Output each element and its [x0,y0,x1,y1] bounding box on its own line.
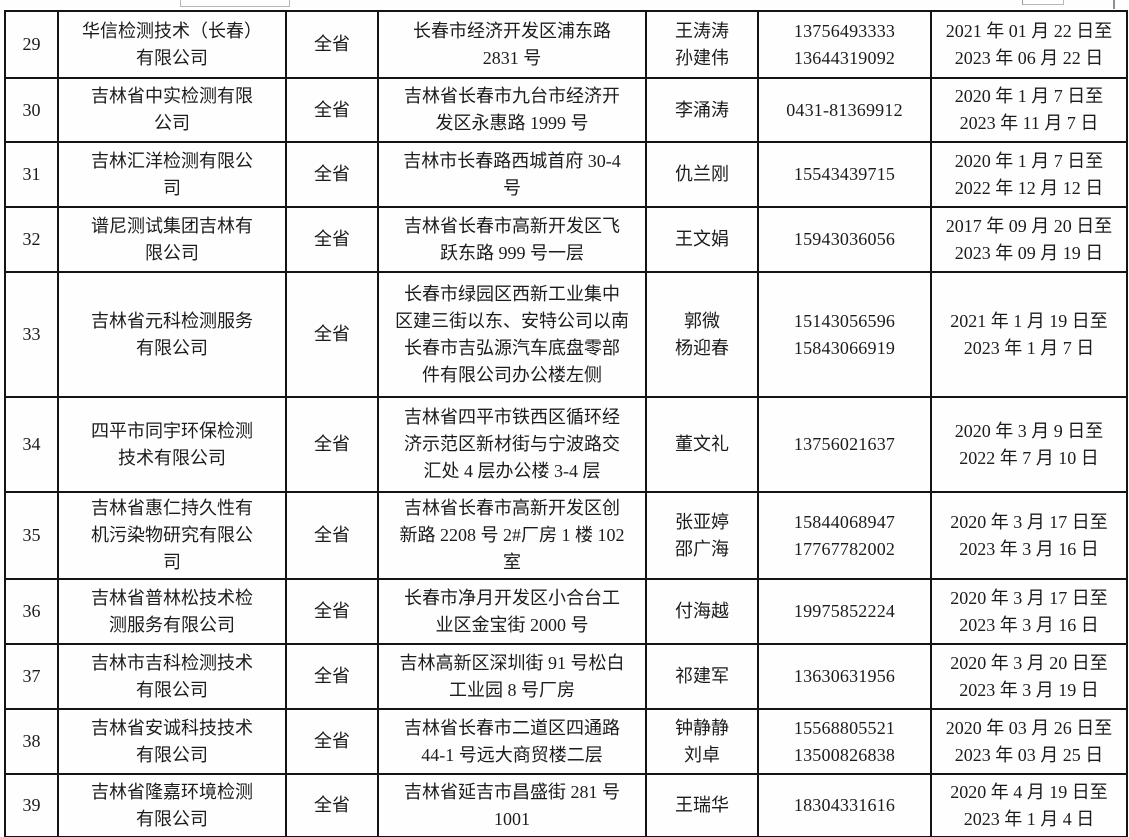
contact-person-cell: 付海越 [645,578,759,645]
phone-number-cell: 15844068947 17767782002 [757,491,932,580]
phone-number-cell: 13630631956 [757,643,932,710]
region-cell: 全省 [285,396,379,493]
address-cell: 吉林省延吉市昌盛街 281 号 1001 [377,773,647,837]
region-cell: 全省 [285,578,379,645]
validity-period-cell: 2020 年 4 月 19 日至 2023 年 1 月 4 日 [930,773,1128,837]
table-row: 36 吉林省普林松技术检 测服务有限公司 全省 长春市净月开发区小合台工 业区金宝街 20… [4,578,1128,645]
validity-period-cell: 2017 年 09 月 20 日至 2023 年 09 月 19 日 [930,206,1128,273]
table-row: 32 谱尼测试集团吉林有 限公司 全省 吉林省长春市高新开发区飞 跃东路 999 号一层王… [4,206,1128,273]
contact-person-cell: 钟静静 刘卓 [645,708,759,775]
address-cell: 吉林省长春市二道区四通路 44-1 号远大商贸楼二层 [377,708,647,775]
validity-period-cell: 2021 年 01 月 22 日至 2023 年 06 月 22 日 [930,10,1128,79]
company-name-cell: 华信检测技术（长春） 有限公司 [57,10,287,79]
contact-person-cell: 王涛涛 孙建伟 [645,10,759,79]
address-cell: 吉林高新区深圳街 91 号松白 工业园 8 号厂房 [377,643,647,710]
region-cell: 全省 [285,708,379,775]
address-cell: 吉林省四平市铁西区循环经 济示范区新材街与宁波路交 汇处 4 层办公楼 3-4 层 [377,396,647,493]
validity-period-cell: 2020 年 3 月 17 日至 2023 年 3 月 16 日 [930,578,1128,645]
phone-number-cell: 18304331616 [757,773,932,837]
table-row: 35 吉林省惠仁持久性有 机污染物研究有限公司全省 吉林省长春市高新开发区创 新路 22… [4,491,1128,580]
table-row: 31 吉林汇洋检测有限公司全省 吉林市长春路西城首府 30-4 号仇兰刚 1554343… [4,141,1128,208]
contact-person-cell: 郭微 杨迎春 [645,271,759,398]
table-row: 29 华信检测技术（长春） 有限公司 全省 长春市经济开发区浦东路 2831 号王涛涛 孙建… [4,10,1128,79]
row-number-cell: 34 [4,396,59,493]
phone-number-cell: 15143056596 15843066919 [757,271,932,398]
page-artifact-top-stub [1113,0,1115,9]
company-name-cell: 吉林省安诚科技技术 有限公司 [57,708,287,775]
validity-period-cell: 2020 年 1 月 7 日至 2022 年 12 月 12 日 [930,141,1128,208]
company-name-cell: 吉林省隆嘉环境检测 有限公司 [57,773,287,837]
validity-period-cell: 2020 年 3 月 20 日至 2023 年 3 月 19 日 [930,643,1128,710]
company-name-cell: 四平市同宇环保检测 技术有限公司 [57,396,287,493]
region-cell: 全省 [285,10,379,79]
region-cell: 全省 [285,206,379,273]
table-row: 38 吉林省安诚科技技术 有限公司 全省 吉林省长春市二道区四通路 44-1 号远大商贸楼… [4,708,1128,775]
page-artifact-top-left [180,0,290,7]
phone-number-cell: 13756021637 [757,396,932,493]
row-number-cell: 30 [4,77,59,143]
contact-person-cell: 董文礼 [645,396,759,493]
region-cell: 全省 [285,271,379,398]
table-row: 30 吉林省中实检测有限 公司 全省 吉林省长春市九台市经济开 发区永惠路 1999 号李… [4,77,1128,143]
row-number-cell: 35 [4,491,59,580]
company-table-body: 29 华信检测技术（长春） 有限公司 全省 长春市经济开发区浦东路 2831 号王涛涛 孙建… [4,10,1128,837]
address-cell: 长春市绿园区西新工业集中 区建三街以东、安特公司以南 长春市吉弘源汽车底盘零部 件有限… [377,271,647,398]
table-row: 37 吉林市吉科检测技术 有限公司 全省 吉林高新区深圳街 91 号松白 工业园 8 号厂… [4,643,1128,710]
validity-period-cell: 2021 年 1 月 19 日至 2023 年 1 月 7 日 [930,271,1128,398]
contact-person-cell: 王文娟 [645,206,759,273]
row-number-cell: 32 [4,206,59,273]
address-cell: 长春市经济开发区浦东路 2831 号 [377,10,647,79]
contact-person-cell: 仇兰刚 [645,141,759,208]
region-cell: 全省 [285,773,379,837]
address-cell: 长春市净月开发区小合台工 业区金宝街 2000 号 [377,578,647,645]
validity-period-cell: 2020 年 1 月 7 日至 2023 年 11 月 7 日 [930,77,1128,143]
company-name-cell: 吉林省中实检测有限 公司 [57,77,287,143]
row-number-cell: 31 [4,141,59,208]
row-number-cell: 39 [4,773,59,837]
company-name-cell: 谱尼测试集团吉林有 限公司 [57,206,287,273]
contact-person-cell: 祁建军 [645,643,759,710]
phone-number-cell: 15543439715 [757,141,932,208]
contact-person-cell: 李涌涛 [645,77,759,143]
address-cell: 吉林市长春路西城首府 30-4 号 [377,141,647,208]
contact-person-cell: 王瑞华 [645,773,759,837]
company-name-cell: 吉林省惠仁持久性有 机污染物研究有限公司 [57,491,287,580]
region-cell: 全省 [285,643,379,710]
company-name-cell: 吉林省元科检测服务 有限公司 [57,271,287,398]
phone-number-cell: 13756493333 13644319092 [757,10,932,79]
contact-person-cell: 张亚婷 邵广海 [645,491,759,580]
address-cell: 吉林省长春市高新开发区飞 跃东路 999 号一层 [377,206,647,273]
table-row: 39 吉林省隆嘉环境检测 有限公司 全省 吉林省延吉市昌盛街 281 号 1001 王瑞华 1… [4,773,1128,837]
page-artifact-top-right [1022,0,1064,5]
validity-period-cell: 2020 年 3 月 9 日至 2022 年 7 月 10 日 [930,396,1128,493]
table-row: 34 四平市同宇环保检测 技术有限公司 全省 吉林省四平市铁西区循环经 济示范区新材街与宁… [4,396,1128,493]
phone-number-cell: 0431-81369912 [757,77,932,143]
company-name-cell: 吉林省普林松技术检 测服务有限公司 [57,578,287,645]
address-cell: 吉林省长春市九台市经济开 发区永惠路 1999 号 [377,77,647,143]
address-cell: 吉林省长春市高新开发区创 新路 2208 号 2#厂房 1 楼 102 室 [377,491,647,580]
company-table: 29 华信检测技术（长春） 有限公司 全省 长春市经济开发区浦东路 2831 号王涛涛 孙建… [4,10,1128,837]
phone-number-cell: 19975852224 [757,578,932,645]
validity-period-cell: 2020 年 03 月 26 日至 2023 年 03 月 25 日 [930,708,1128,775]
phone-number-cell: 15568805521 13500826838 [757,708,932,775]
company-name-cell: 吉林汇洋检测有限公司 [57,141,287,208]
row-number-cell: 38 [4,708,59,775]
validity-period-cell: 2020 年 3 月 17 日至 2023 年 3 月 16 日 [930,491,1128,580]
company-name-cell: 吉林市吉科检测技术 有限公司 [57,643,287,710]
region-cell: 全省 [285,77,379,143]
row-number-cell: 36 [4,578,59,645]
table-row: 33 吉林省元科检测服务 有限公司 全省 长春市绿园区西新工业集中 区建三街以东、安特公司… [4,271,1128,398]
region-cell: 全省 [285,141,379,208]
region-cell: 全省 [285,491,379,580]
row-number-cell: 29 [4,10,59,79]
row-number-cell: 37 [4,643,59,710]
row-number-cell: 33 [4,271,59,398]
phone-number-cell: 15943036056 [757,206,932,273]
